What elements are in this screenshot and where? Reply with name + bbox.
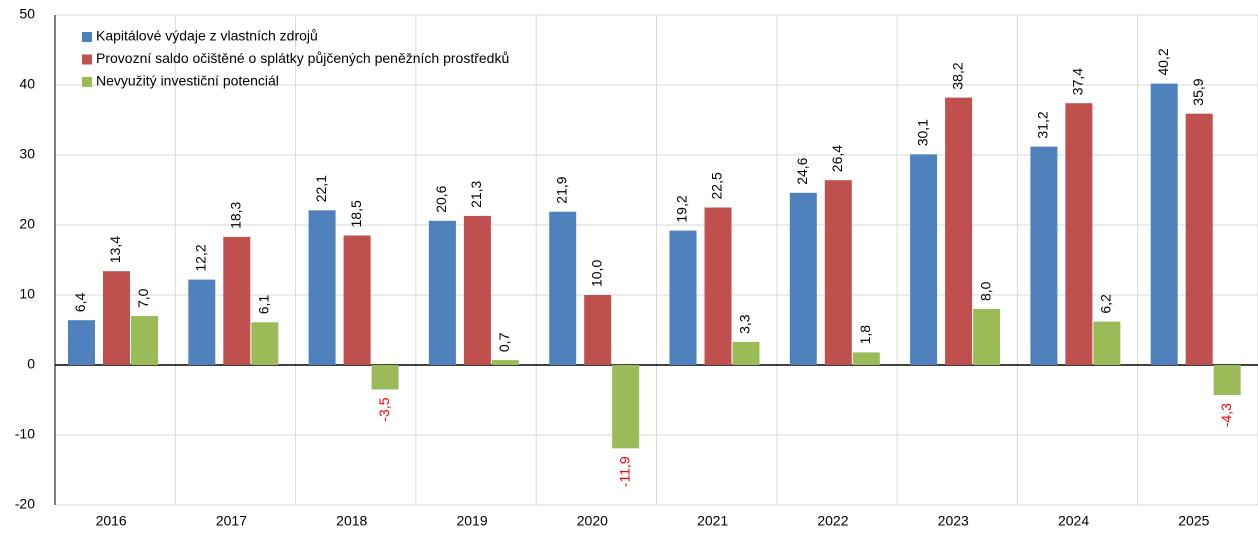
- bar: [669, 230, 697, 365]
- value-label: 13,4: [107, 236, 123, 263]
- value-label: 37,4: [1070, 68, 1086, 95]
- value-label: 1,8: [857, 325, 873, 345]
- bar: [549, 211, 577, 365]
- value-label: 6,2: [1098, 294, 1114, 314]
- y-tick-label: -10: [15, 426, 35, 442]
- value-label: 18,3: [228, 201, 244, 228]
- bar: [223, 236, 251, 365]
- value-label: 10,0: [588, 260, 604, 287]
- value-label: -4,3: [1218, 403, 1234, 427]
- value-label: 19,2: [674, 195, 690, 222]
- y-tick-label: 0: [27, 356, 35, 372]
- bar: [1093, 321, 1121, 365]
- x-tick-label: 2025: [1178, 513, 1209, 529]
- x-tick-label: 2023: [938, 513, 969, 529]
- bar: [704, 207, 732, 365]
- bar: [732, 341, 760, 365]
- bar: [491, 360, 519, 365]
- bar: [131, 316, 158, 365]
- y-tick-label: 20: [19, 216, 35, 232]
- bar: [1065, 103, 1093, 365]
- y-tick-label: 30: [19, 146, 35, 162]
- x-tick-label: 2019: [456, 513, 487, 529]
- value-label: 21,9: [553, 176, 569, 203]
- bar: [973, 309, 1001, 365]
- x-tick-label: 2020: [577, 513, 608, 529]
- value-label: 21,3: [468, 180, 484, 207]
- bar: [612, 365, 640, 449]
- legend-swatch: [82, 77, 92, 87]
- value-label: 20,6: [433, 185, 449, 212]
- bar: [371, 365, 399, 390]
- y-tick-label: 50: [19, 6, 35, 22]
- value-label: -11,9: [616, 456, 632, 487]
- bar: [584, 295, 612, 365]
- value-label: 6,1: [256, 295, 272, 315]
- bar: [463, 215, 491, 365]
- bar: [789, 192, 817, 365]
- value-label: 35,9: [1190, 78, 1206, 105]
- value-label: 22,1: [313, 175, 329, 202]
- value-label: 26,4: [829, 145, 845, 172]
- bar: [343, 235, 371, 365]
- x-tick-label: 2022: [817, 513, 848, 529]
- value-label: 31,2: [1035, 111, 1051, 138]
- bar: [68, 320, 95, 365]
- legend-label: Provozní saldo očištěné o splátky půjčen…: [96, 50, 509, 66]
- x-tick-label: 2017: [216, 513, 247, 529]
- legend-swatch: [82, 32, 92, 42]
- legend-swatch: [82, 54, 92, 65]
- value-label: 22,5: [709, 172, 725, 199]
- y-tick-label: 40: [19, 76, 35, 92]
- x-tick-label: 2016: [96, 513, 127, 529]
- value-label: 7,0: [135, 288, 151, 308]
- legend-label: Kapitálové výdaje z vlastních zdrojů: [96, 28, 318, 44]
- bar: [1030, 146, 1058, 365]
- bar: [251, 322, 279, 365]
- value-label: 3,3: [737, 314, 753, 334]
- bar: [103, 271, 130, 365]
- value-label: 12,2: [193, 244, 209, 271]
- bar: [308, 210, 336, 365]
- value-label: 30,1: [914, 119, 930, 146]
- y-tick-label: 10: [19, 286, 35, 302]
- bar: [1213, 365, 1241, 396]
- x-tick-label: 2018: [336, 513, 367, 529]
- value-label: 6,4: [72, 293, 88, 313]
- bar: [1150, 83, 1178, 365]
- value-label: -3,5: [376, 397, 392, 421]
- value-label: 40,2: [1155, 48, 1171, 75]
- bar: [852, 352, 880, 365]
- y-tick-label: -20: [15, 496, 35, 512]
- value-label: 24,6: [794, 157, 810, 184]
- bar: [910, 154, 938, 365]
- bar: [824, 180, 852, 365]
- value-label: 8,0: [977, 281, 993, 301]
- legend-label: Nevyužitý investiční potenciál: [96, 73, 279, 89]
- x-tick-label: 2021: [697, 513, 728, 529]
- bar: [945, 97, 973, 365]
- bar: [428, 220, 456, 365]
- bar: [1185, 113, 1213, 365]
- bar: [188, 279, 216, 365]
- value-label: 0,7: [496, 332, 512, 352]
- x-tick-label: 2024: [1058, 513, 1089, 529]
- value-label: 18,5: [348, 200, 364, 227]
- value-label: 38,2: [949, 62, 965, 89]
